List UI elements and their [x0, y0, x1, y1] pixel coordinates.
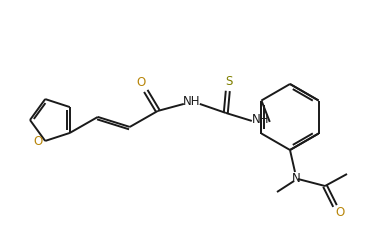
- Text: O: O: [33, 135, 43, 148]
- Text: O: O: [136, 76, 146, 89]
- Text: S: S: [225, 75, 233, 88]
- Text: NH: NH: [252, 113, 269, 126]
- Text: NH: NH: [183, 95, 201, 108]
- Text: O: O: [336, 207, 345, 220]
- Text: N: N: [291, 171, 300, 184]
